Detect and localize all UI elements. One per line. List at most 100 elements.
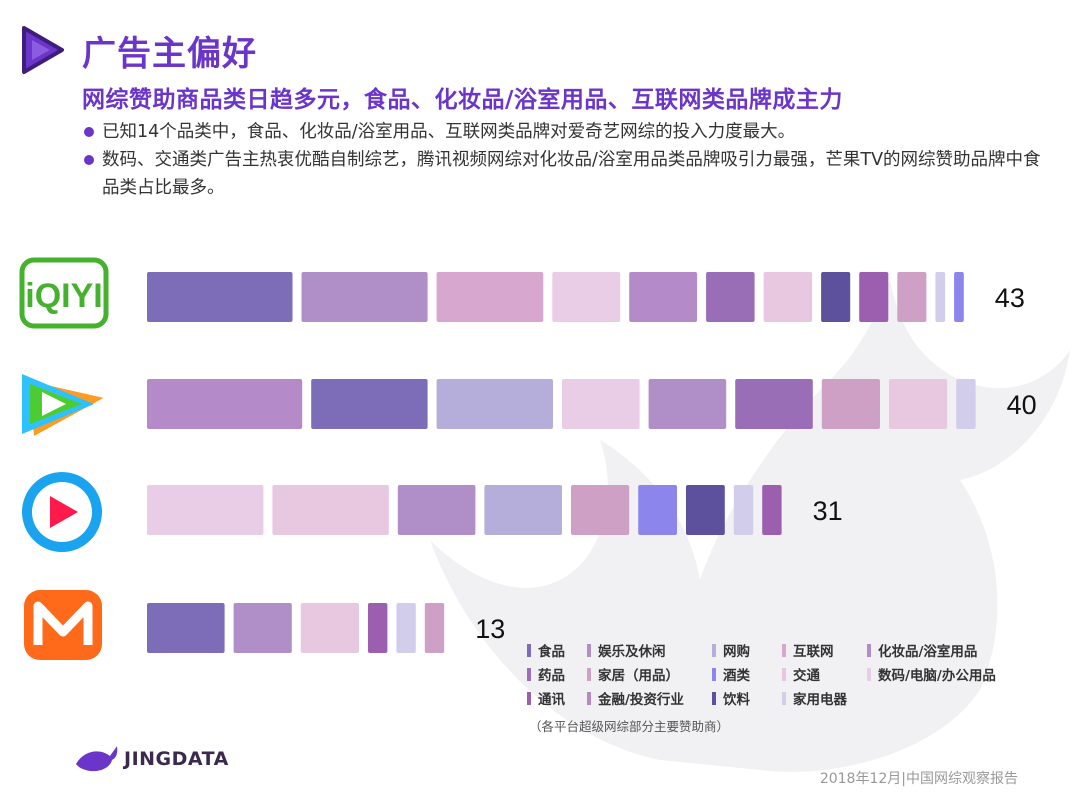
tencent-video-logo-icon <box>22 374 104 436</box>
legend-item: 通讯 <box>527 688 587 708</box>
bar-segment-mgtv <box>300 603 359 653</box>
legend-item: 酒类 <box>712 664 782 684</box>
bar-segment-iqiyi <box>763 272 813 322</box>
bar-segment-tencent <box>821 379 880 429</box>
bar-total-tencent: 40 <box>1007 390 1037 420</box>
jingdata-brand: JINGDATA <box>74 744 229 774</box>
bar-segment-iqiyi <box>706 272 755 322</box>
bar-total-iqiyi: 43 <box>995 283 1025 313</box>
legend-item: 药品 <box>527 664 587 684</box>
bar-segment-youku <box>147 485 264 535</box>
legend-swatch <box>587 691 591 705</box>
bar-segment-tencent <box>147 379 303 429</box>
legend-swatch <box>782 643 786 657</box>
legend-swatch <box>527 643 531 657</box>
legend-label: 数码/电脑/办公用品 <box>878 668 996 684</box>
legend-item: 化妆品/浴室用品 <box>867 640 1027 660</box>
youku-logo-icon <box>22 472 102 552</box>
legend-item: 数码/电脑/办公用品 <box>867 664 1027 684</box>
legend-item: 互联网 <box>782 640 867 660</box>
bar-segment-iqiyi <box>629 272 698 322</box>
bar-segment-mgtv <box>147 603 225 653</box>
legend-swatch <box>527 691 531 705</box>
bullet-list: 已知14个品类中，食品、化妆品/浴室用品、互联网类品牌对爱奇艺网综的投入力度最大… <box>82 118 1042 202</box>
bar-segment-youku <box>686 485 725 535</box>
bullet-item: 已知14个品类中，食品、化妆品/浴室用品、互联网类品牌对爱奇艺网综的投入力度最大… <box>82 118 1042 146</box>
legend-item: 家用电器 <box>782 688 867 708</box>
bar-segment-iqiyi <box>301 272 428 322</box>
legend-item: 网购 <box>712 640 782 660</box>
legend-item: 饮料 <box>712 688 782 708</box>
page-subtitle: 网综赞助商品类日趋多元，食品、化妆品/浴室用品、互联网类品牌成主力 <box>82 87 843 113</box>
footer-source: 2018年12月|中国网综观察报告 <box>819 771 1018 787</box>
legend-swatch <box>782 691 786 705</box>
svg-text:iQIYI: iQIYI <box>25 277 102 315</box>
legend-item: 食品 <box>527 640 587 660</box>
bar-total-youku: 31 <box>813 496 843 526</box>
bar-segment-iqiyi <box>859 272 889 322</box>
bar-segment-mgtv <box>396 603 416 653</box>
legend-item: 交通 <box>782 664 867 684</box>
legend-label: 化妆品/浴室用品 <box>878 644 978 660</box>
mgtv-logo-icon <box>24 590 102 660</box>
bar-segment-mgtv <box>233 603 292 653</box>
bar-segment-iqiyi <box>935 272 946 322</box>
bar-segment-iqiyi <box>147 272 293 322</box>
bar-segment-tencent <box>311 379 428 429</box>
legend-label: 金融/投资行业 <box>598 692 684 708</box>
legend-swatch <box>587 643 591 657</box>
legend-swatch <box>712 643 716 657</box>
legend-label: 网购 <box>723 644 750 660</box>
page-title: 广告主偏好 <box>82 33 257 74</box>
bar-segment-youku <box>484 485 562 535</box>
legend-label: 家用电器 <box>793 692 847 708</box>
bar-segment-iqiyi <box>436 272 544 322</box>
bar-segment-tencent <box>562 379 640 429</box>
legend-label: 通讯 <box>538 692 565 708</box>
legend-label: 交通 <box>793 668 820 684</box>
legend-label: 家居（用品） <box>598 668 679 684</box>
legend-label: 食品 <box>538 644 565 660</box>
play-logo-icon <box>22 26 64 74</box>
whale-logo-icon <box>76 746 118 772</box>
chart-legend: 食品 娱乐及休闲 网购 互联网 化妆品/浴室用品药品 家居（用品） 酒类 交通 数码/电脑/办公… <box>527 640 1047 735</box>
legend-item: 娱乐及休闲 <box>587 640 712 660</box>
legend-swatch <box>712 691 716 705</box>
legend-swatch <box>527 667 531 681</box>
bar-segment-tencent <box>436 379 553 429</box>
bar-segment-iqiyi <box>897 272 927 322</box>
bar-segment-youku <box>733 485 754 535</box>
bar-segment-iqiyi <box>821 272 851 322</box>
legend-swatch <box>587 667 591 681</box>
legend-label: 饮料 <box>723 692 750 708</box>
legend-label: 酒类 <box>723 668 750 684</box>
bar-segment-iqiyi <box>954 272 964 322</box>
legend-label: 药品 <box>538 668 565 684</box>
bar-segment-youku <box>397 485 476 535</box>
legend-swatch <box>867 643 871 657</box>
legend-label: 互联网 <box>793 644 834 660</box>
legend-item: 家居（用品） <box>587 664 712 684</box>
bullet-item: 数码、交通类广告主热衷优酷自制综艺，腾讯视频网综对化妆品/浴室用品类品牌吸引力最… <box>82 146 1042 202</box>
bar-segment-tencent <box>735 379 813 429</box>
bar-total-mgtv: 13 <box>475 614 505 644</box>
bar-segment-tencent <box>956 379 976 429</box>
bar-segment-youku <box>638 485 677 535</box>
legend-swatch <box>867 667 871 681</box>
bar-segment-mgtv <box>368 603 388 653</box>
legend-item: 金融/投资行业 <box>587 688 712 708</box>
bar-segment-youku <box>762 485 782 535</box>
legend-label: 娱乐及休闲 <box>598 644 666 660</box>
bar-segment-mgtv <box>424 603 445 653</box>
bar-segment-tencent <box>889 379 948 429</box>
iqiyi-logo-icon: iQIYI <box>19 257 109 329</box>
bar-segment-tencent <box>648 379 727 429</box>
brand-name: JINGDATA <box>124 748 229 770</box>
legend-swatch <box>782 667 786 681</box>
bar-segment-iqiyi <box>552 272 621 322</box>
bar-segment-youku <box>272 485 389 535</box>
bar-segment-youku <box>571 485 630 535</box>
title-block: 广告主偏好 <box>18 24 257 76</box>
legend-swatch <box>712 667 716 681</box>
